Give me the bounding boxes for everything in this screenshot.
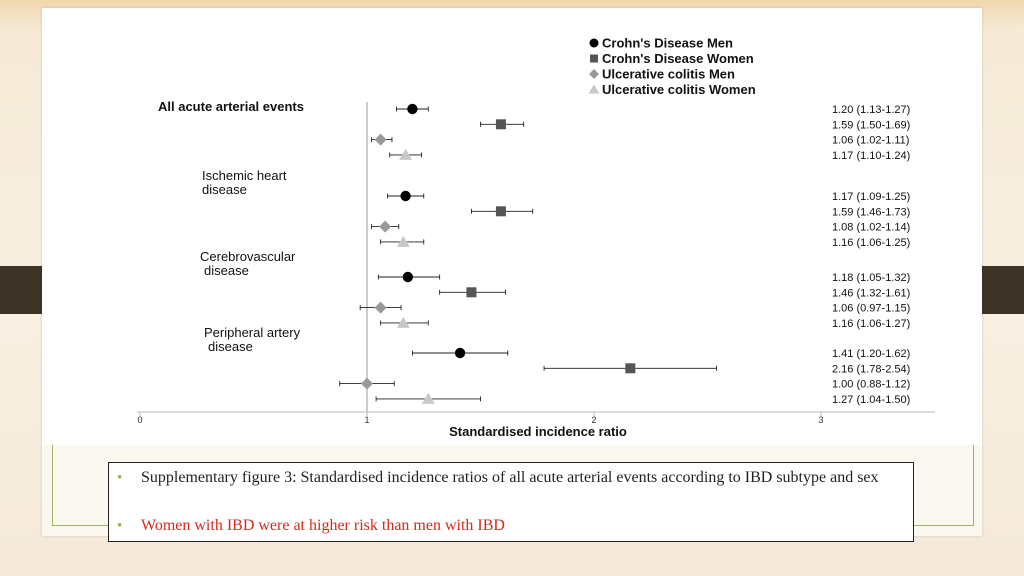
value-label: 1.27 (1.04-1.50)	[832, 394, 910, 406]
group-label: disease	[202, 182, 247, 197]
forest-plot-figure: Crohn's Disease Men Crohn's Disease Women…	[42, 8, 982, 445]
value-label: 1.17 (1.10-1.24)	[832, 150, 910, 162]
group-label: disease	[204, 263, 249, 278]
x-tick-label: 3	[818, 415, 823, 425]
group-label: Cerebrovascular	[200, 249, 296, 264]
legend-label: Crohn's Disease Women	[602, 51, 754, 66]
x-axis-title: Standardised incidence ratio	[449, 424, 627, 439]
caption-box: • Supplementary figure 3: Standardised i…	[108, 462, 914, 542]
value-label: 1.59 (1.50-1.69)	[832, 119, 910, 131]
value-label: 1.16 (1.06-1.27)	[832, 318, 910, 330]
point-square-icon	[495, 119, 506, 130]
bullet-icon: •	[117, 518, 123, 534]
point-triangle-icon	[421, 392, 435, 404]
caption-item-figure-description: • Supplementary figure 3: Standardised i…	[117, 469, 905, 487]
group-label: Ischemic heart	[202, 168, 287, 183]
legend-label: Ulcerative colitis Men	[602, 67, 735, 82]
legend-marker-square-icon	[590, 54, 598, 63]
point-diamond-icon	[361, 377, 373, 390]
point-circle-icon	[402, 271, 414, 283]
value-label: 1.18 (1.05-1.32)	[832, 272, 910, 284]
point-circle-icon	[407, 103, 418, 115]
legend-marker-diamond-icon	[589, 69, 599, 79]
value-label: 1.17 (1.09-1.25)	[832, 191, 910, 203]
x-tick-label: 0	[137, 415, 142, 425]
point-diamond-icon	[374, 133, 387, 146]
point-diamond-icon	[374, 301, 387, 314]
value-label: 1.46 (1.32-1.61)	[832, 287, 910, 299]
value-label: 1.06 (0.97-1.15)	[832, 303, 910, 315]
x-tick-label: 1	[364, 415, 369, 425]
value-label: 2.16 (1.78-2.54)	[832, 363, 910, 375]
legend-marker-triangle-icon	[588, 84, 600, 94]
point-circle-icon	[400, 190, 411, 202]
bullet-icon: •	[117, 470, 123, 486]
x-tick-label: 2	[591, 415, 596, 425]
point-triangle-icon	[396, 316, 410, 328]
caption-item-key-finding: • Women with IBD were at higher risk tha…	[117, 517, 905, 535]
value-label: 1.00 (0.88-1.12)	[832, 379, 910, 391]
point-diamond-icon	[379, 220, 392, 233]
value-label: 1.08 (1.02-1.14)	[832, 222, 910, 234]
value-label: 1.20 (1.13-1.27)	[832, 104, 910, 116]
value-label: 1.41 (1.20-1.62)	[832, 348, 910, 360]
left-decor-band	[0, 266, 42, 314]
key-finding-text: Women with IBD were at higher risk than …	[141, 517, 505, 534]
point-square-icon	[625, 363, 636, 374]
group-label: All acute arterial events	[158, 99, 304, 114]
group-label: Peripheral artery	[204, 325, 301, 340]
right-decor-band	[982, 266, 1024, 314]
point-triangle-icon	[399, 148, 413, 160]
legend-label: Ulcerative colitis Women	[602, 82, 756, 97]
point-triangle-icon	[396, 235, 410, 247]
point-square-icon	[495, 206, 506, 217]
group-label: disease	[208, 339, 253, 354]
legend-marker-circle-icon	[589, 38, 599, 48]
point-square-icon	[466, 287, 477, 298]
point-circle-icon	[454, 347, 466, 359]
legend-label: Crohn's Disease Men	[602, 36, 733, 51]
value-label: 1.59 (1.46-1.73)	[832, 206, 910, 218]
caption-text: Supplementary figure 3: Standardised inc…	[141, 469, 879, 486]
value-label: 1.16 (1.06-1.25)	[832, 237, 910, 249]
value-label: 1.06 (1.02-1.11)	[832, 135, 909, 147]
